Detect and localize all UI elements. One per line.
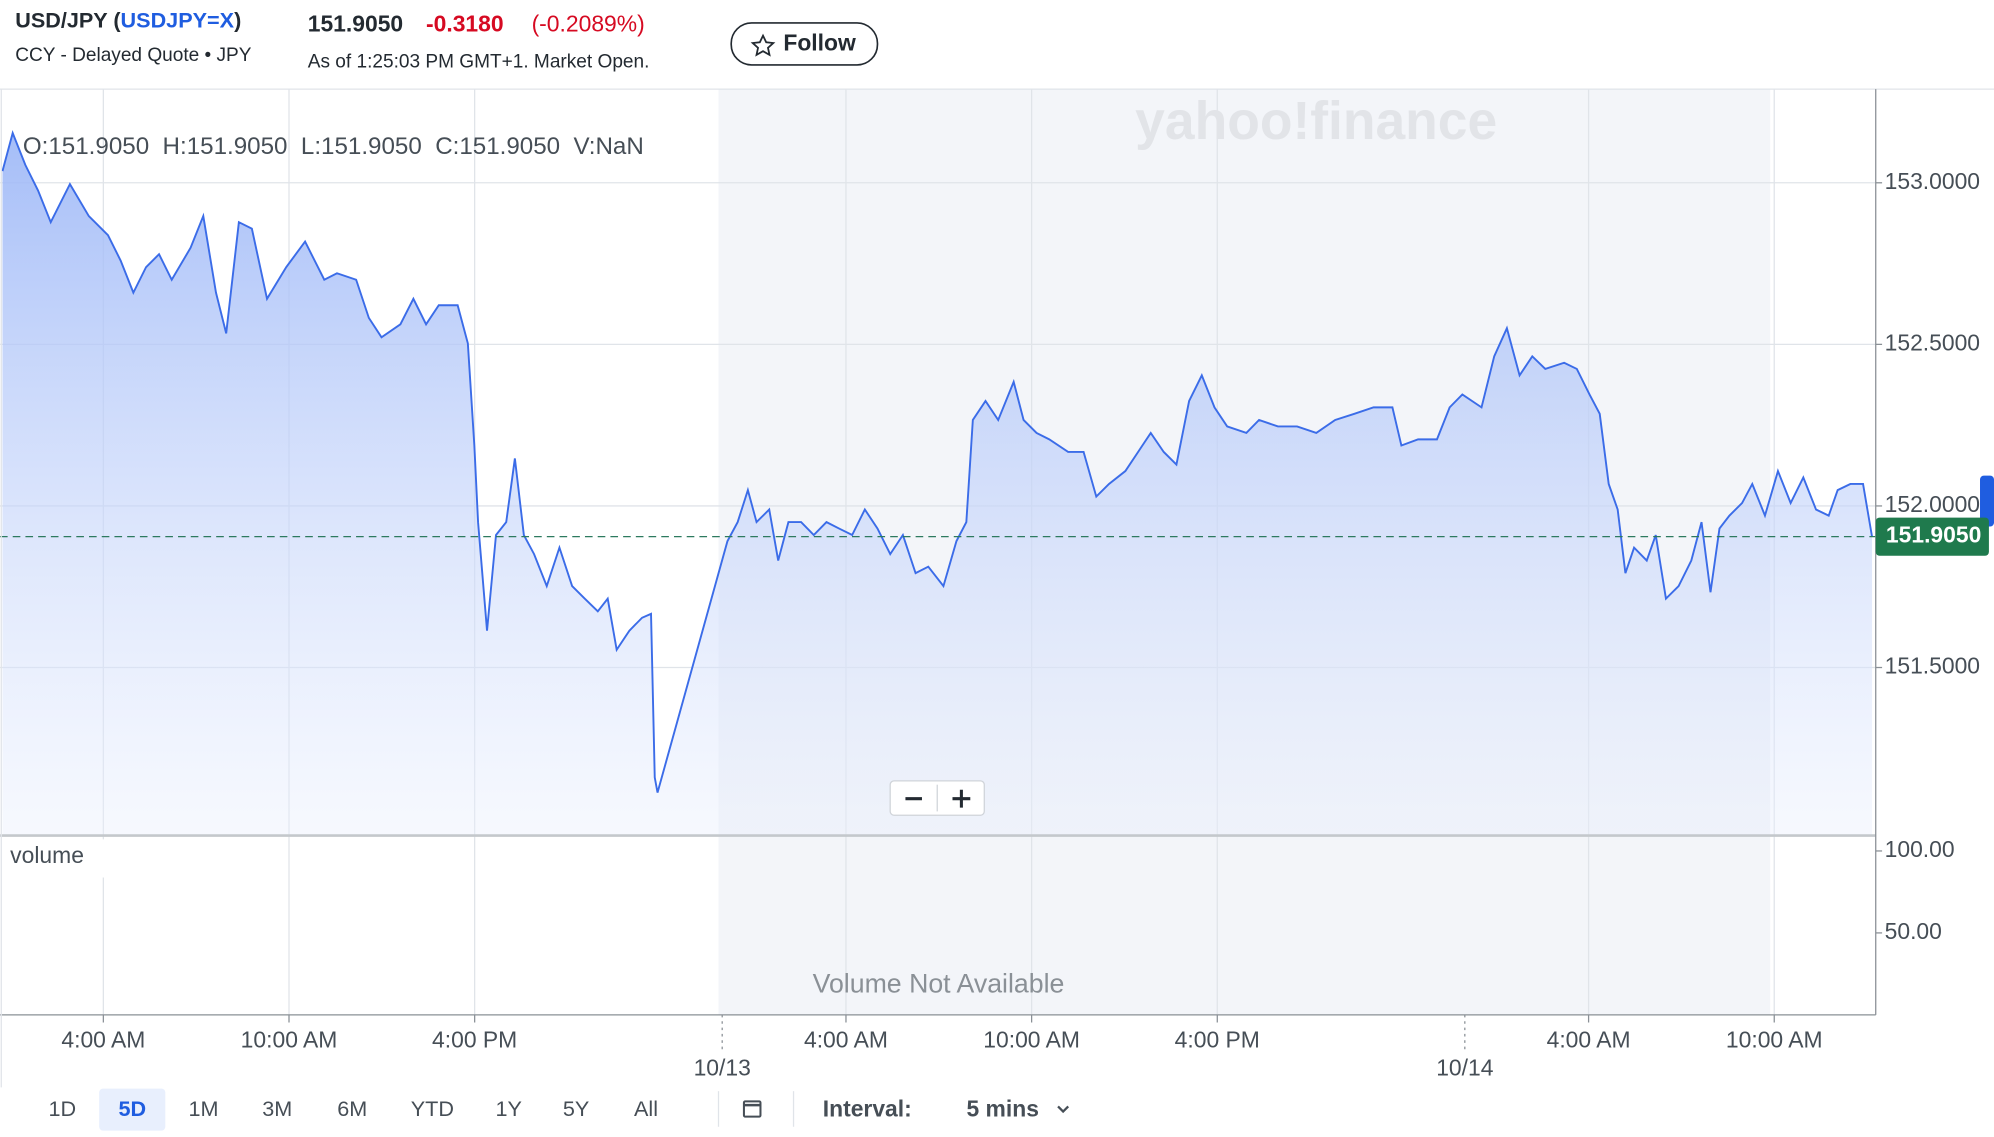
calendar-button[interactable]	[742, 1100, 762, 1118]
title-prefix: USD/JPY (	[15, 7, 121, 32]
scroll-tab[interactable]	[1980, 475, 1994, 527]
x-tick-label: 10:00 AM	[1726, 1027, 1823, 1053]
date-tick-label: 10/13	[694, 1055, 751, 1081]
plot	[0, 129, 1876, 836]
change: -0.3180	[426, 11, 504, 37]
y-tick-label: 151.5000	[1885, 653, 1980, 679]
range-button[interactable]: 5Y	[563, 1096, 589, 1121]
x-tick-label: 4:00 AM	[1547, 1027, 1631, 1053]
range-button[interactable]: YTD	[411, 1096, 454, 1121]
range-selected-bg[interactable]	[99, 1088, 166, 1131]
interval-label: Interval:	[823, 1095, 912, 1121]
x-tick-label: 10:00 AM	[241, 1027, 338, 1053]
x-tick-label: 4:00 PM	[432, 1027, 517, 1053]
price-line	[1, 129, 1873, 793]
calendar-icon[interactable]	[742, 1100, 762, 1118]
date-tick-label: 10/14	[1436, 1055, 1494, 1081]
y-tick-label: 153.0000	[1885, 168, 1980, 194]
range-button[interactable]: All	[634, 1096, 658, 1121]
volume-y-tick-label: 50.00	[1885, 918, 1942, 944]
x-tick-label: 4:00 PM	[1175, 1027, 1260, 1053]
range-button[interactable]: 1M	[188, 1096, 218, 1121]
toolbar: 1D 5D 1M 3M 6M YTD 1Y 5Y All	[49, 1088, 658, 1131]
x-tick-label: 10:00 AM	[983, 1027, 1080, 1053]
y-tick-label: 152.5000	[1885, 329, 1980, 355]
watermark: yahoo!finance	[1135, 92, 1497, 151]
subtitle: CCY - Delayed Quote • JPY	[15, 45, 252, 66]
title-suffix: )	[234, 7, 241, 32]
range-button[interactable]: 1Y	[495, 1096, 521, 1121]
y-tick-label: 152.0000	[1885, 491, 1980, 517]
change-pct: (-0.2089%)	[532, 11, 645, 37]
range-button[interactable]: 3M	[262, 1096, 292, 1121]
last-price-label: 151.9050	[1886, 522, 1981, 548]
area-fill	[2, 133, 1873, 836]
volume-message: Volume Not Available	[813, 969, 1065, 999]
interval-chevron[interactable]	[1057, 1105, 1070, 1114]
last-price-tag	[1875, 517, 1989, 556]
zoom-control[interactable]	[889, 780, 985, 816]
volume-label: volume	[10, 842, 84, 868]
follow-label[interactable]: Follow	[783, 30, 856, 56]
x-tick-label: 4:00 AM	[61, 1027, 145, 1053]
zoom-in[interactable]	[952, 789, 971, 808]
follow-button[interactable]: Follow	[730, 22, 879, 66]
star-icon[interactable]	[750, 33, 776, 57]
ohlc-legend: O:151.9050 H:151.9050 L:151.9050 C:151.9…	[23, 133, 644, 160]
range-button[interactable]: 5D	[118, 1096, 146, 1121]
volume-label-bg	[3, 839, 106, 878]
interval-value[interactable]: 5 mins	[966, 1095, 1038, 1121]
symbol[interactable]: USDJPY=X	[121, 7, 235, 32]
price: 151.9050	[308, 11, 403, 37]
range-button[interactable]: 6M	[337, 1096, 367, 1121]
x-tick-label: 4:00 AM	[804, 1027, 888, 1053]
as-of: As of 1:25:03 PM GMT+1. Market Open.	[308, 51, 650, 72]
range-button[interactable]: 1D	[49, 1096, 77, 1121]
volume-y-tick-label: 100.00	[1885, 836, 1955, 862]
